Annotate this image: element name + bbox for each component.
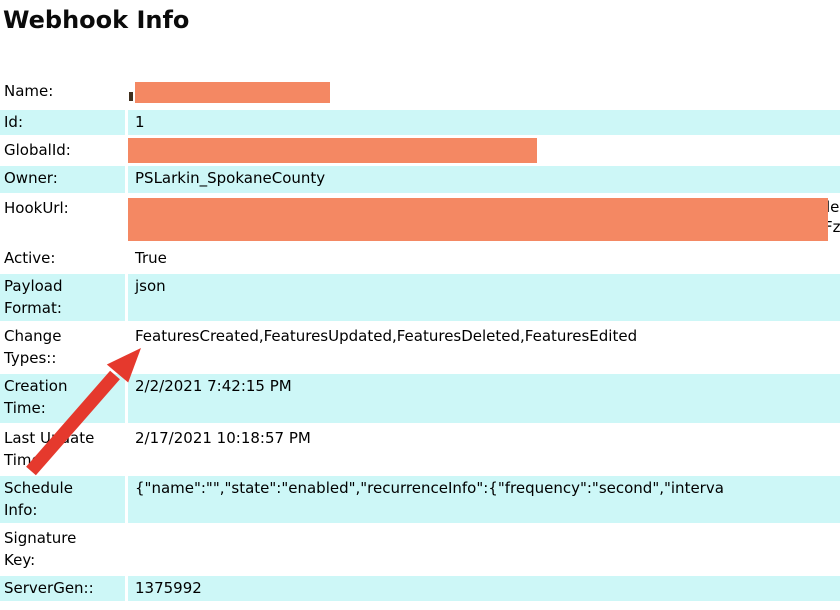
row-id: Id: 1: [0, 110, 840, 135]
field-value-change-types: FeaturesCreated,FeaturesUpdated,Features…: [135, 327, 638, 345]
hookurl-visible-text-line1: le: [826, 198, 840, 216]
field-label-last-update-time: Last Update Time:: [4, 429, 95, 469]
field-value-hookurl-redacted: le Fz: [128, 196, 840, 243]
row-creation-time: Creation Time: 2/2/2021 7:42:15 PM: [0, 374, 840, 423]
redacted-text-sliver: [129, 92, 133, 101]
row-payload-format: Payload Format: json: [0, 274, 840, 321]
page-title: Webhook Info: [3, 6, 190, 34]
field-label-active: Active:: [4, 249, 56, 267]
field-label-schedule-info: Schedule Info:: [0, 476, 125, 523]
field-label-signature-key: Signature Key:: [4, 529, 77, 569]
field-label-servergen: ServerGen::: [0, 576, 125, 601]
field-label-owner: Owner:: [0, 166, 125, 193]
row-schedule-info: Schedule Info: {"name":"","state":"enabl…: [0, 476, 840, 523]
webhook-info-page: { "page": { "title": "Webhook Info" }, "…: [0, 6, 840, 610]
field-value-name-redacted: [128, 79, 840, 107]
field-value-last-update-time: 2/17/2021 10:18:57 PM: [135, 429, 311, 447]
row-change-types: Change Types:: FeaturesCreated,FeaturesU…: [0, 324, 840, 371]
row-owner: Owner: PSLarkin_SpokaneCounty: [0, 166, 840, 193]
field-value-servergen: 1375992: [128, 576, 840, 601]
row-name: Name:: [0, 79, 840, 107]
field-label-creation-time: Creation Time:: [0, 374, 125, 423]
field-label-globalid: GlobalId:: [4, 141, 71, 159]
redaction-box-name: [135, 82, 330, 103]
field-label-payload-format: Payload Format:: [0, 274, 125, 321]
field-value-signature-key: [128, 526, 840, 573]
field-label-change-types: Change Types::: [4, 327, 62, 367]
field-value-creation-time: 2/2/2021 7:42:15 PM: [128, 374, 840, 423]
redaction-box-globalid: [128, 138, 537, 163]
field-label-id: Id:: [0, 110, 125, 135]
field-value-id: 1: [128, 110, 840, 135]
field-value-globalid-redacted: [128, 138, 840, 163]
field-value-active: True: [135, 249, 167, 267]
hookurl-visible-text-line2: Fz: [824, 218, 840, 236]
field-label-name: Name:: [4, 82, 54, 100]
row-last-update-time: Last Update Time: 2/17/2021 10:18:57 PM: [0, 426, 840, 473]
field-value-payload-format: json: [128, 274, 840, 321]
row-signature-key: Signature Key:: [0, 526, 840, 573]
row-globalid: GlobalId:: [0, 138, 840, 163]
redaction-box-hookurl: [128, 198, 828, 241]
row-active: Active: True: [0, 246, 840, 271]
row-hookurl: HookUrl: le Fz: [0, 196, 840, 243]
webhook-info-table: Name: Id: 1 GlobalId: Owner: PSLarkin_Sp…: [0, 76, 840, 604]
field-value-owner: PSLarkin_SpokaneCounty: [128, 166, 840, 193]
row-servergen: ServerGen:: 1375992: [0, 576, 840, 601]
field-value-schedule-info: {"name":"","state":"enabled","recurrence…: [128, 476, 840, 523]
field-label-hookurl: HookUrl:: [4, 199, 69, 217]
